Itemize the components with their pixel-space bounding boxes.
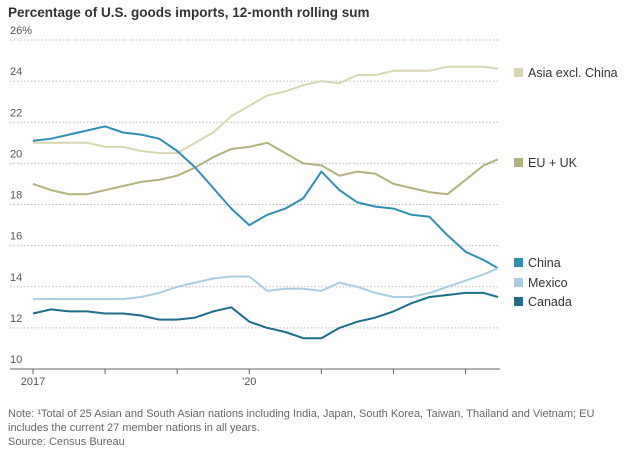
series-line — [33, 65, 499, 155]
y-tick-label: 12 — [10, 313, 22, 325]
series-line — [32, 291, 499, 340]
footnotes: Note: ¹Total of 25 Asian and South Asian… — [8, 407, 608, 449]
legend-swatch — [514, 278, 523, 287]
y-tick-label: 22 — [10, 107, 22, 119]
y-tick-label: 14 — [10, 272, 22, 284]
y-tick-label: 20 — [10, 148, 22, 160]
legend-label: Asia excl. China — [528, 66, 618, 80]
y-tick-label: 26% — [10, 25, 32, 37]
legend-label: EU + UK — [528, 156, 578, 170]
y-tick-label: 10 — [10, 354, 22, 366]
note: Note: ¹Total of 25 Asian and South Asian… — [8, 408, 595, 434]
chart: Percentage of U.S. goods imports, 12-mon… — [8, 5, 618, 388]
legend-swatch — [514, 297, 523, 306]
series-line — [33, 267, 499, 301]
x-tick-label: '20 — [242, 376, 256, 388]
x-tick-label: 2017 — [21, 376, 45, 388]
y-tick-label: 18 — [10, 190, 22, 202]
legend-swatch — [514, 68, 523, 77]
source: Source: Census Bureau — [8, 436, 125, 448]
series-line — [32, 141, 499, 196]
y-tick-label: 16 — [10, 231, 22, 243]
series-line — [32, 125, 499, 270]
legend-label: Canada — [528, 295, 572, 309]
legend-swatch — [514, 258, 523, 267]
y-tick-label: 24 — [10, 66, 22, 78]
legend-swatch — [514, 158, 523, 167]
chart-title: Percentage of U.S. goods imports, 12-mon… — [8, 5, 370, 20]
legend-label: China — [528, 256, 561, 270]
legend-label: Mexico — [528, 276, 568, 290]
